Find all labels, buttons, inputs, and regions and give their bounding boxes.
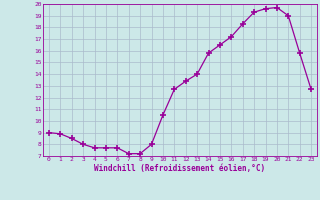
X-axis label: Windchill (Refroidissement éolien,°C): Windchill (Refroidissement éolien,°C)	[94, 164, 266, 173]
